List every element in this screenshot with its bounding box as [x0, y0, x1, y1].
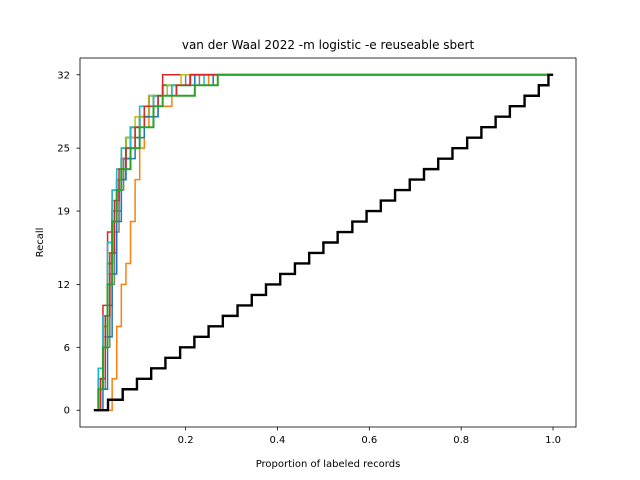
y-tick-label: 19 [57, 207, 70, 218]
x-axis-ticks: 0.2 0.4 0.6 0.8 1.0 [178, 427, 561, 446]
x-tick-label: 1.0 [545, 435, 561, 446]
y-axis-ticks: 0 6 12 19 25 32 [57, 70, 80, 417]
recall-curve-10 [96, 74, 554, 411]
series-layer [93, 73, 554, 412]
chart-title: van der Waal 2022 -m logistic -e reuseab… [182, 38, 475, 52]
y-tick-label: 25 [57, 144, 70, 155]
random-baseline-line [93, 73, 554, 412]
x-axis-label: Proportion of labeled records [256, 459, 401, 470]
y-tick-label: 0 [64, 406, 70, 417]
x-tick-label: 0.6 [361, 435, 377, 446]
y-axis-label: Recall [35, 228, 46, 258]
x-tick-label: 0.2 [178, 435, 194, 446]
recall-curve-13 [96, 73, 554, 412]
y-tick-label: 32 [57, 70, 70, 81]
plot-frame [79, 57, 577, 428]
y-tick-label: 6 [64, 343, 70, 354]
y-tick-label: 12 [57, 280, 70, 291]
recall-curve-12 [96, 74, 554, 411]
x-tick-label: 0.4 [270, 435, 286, 446]
x-tick-label: 0.8 [453, 435, 469, 446]
